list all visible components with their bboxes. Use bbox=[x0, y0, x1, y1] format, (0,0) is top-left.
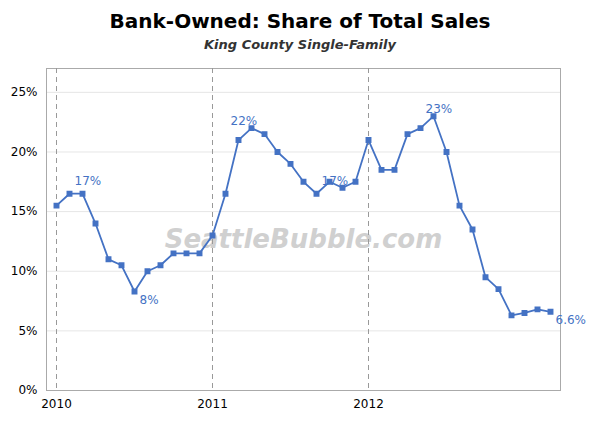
svg-text:2012: 2012 bbox=[353, 397, 384, 411]
svg-text:8%: 8% bbox=[140, 293, 159, 307]
svg-text:25%: 25% bbox=[11, 85, 38, 99]
svg-text:5%: 5% bbox=[18, 324, 37, 338]
svg-text:2010: 2010 bbox=[41, 397, 72, 411]
svg-text:6.6%: 6.6% bbox=[556, 313, 587, 327]
html-text:Bank-Owned: Share of Total Sal: Bank-Owned: Share of Total Sales bbox=[109, 9, 491, 33]
svg-text:SeattleBubble.com: SeattleBubble.com bbox=[165, 224, 443, 254]
svg-text:10%: 10% bbox=[11, 264, 38, 278]
svg-text:15%: 15% bbox=[11, 204, 38, 218]
svg-text:0%: 0% bbox=[18, 383, 37, 397]
svg-text:17%: 17% bbox=[75, 174, 102, 188]
svg-text:2011: 2011 bbox=[197, 397, 228, 411]
svg-text:22%: 22% bbox=[231, 114, 258, 128]
svg-text:23%: 23% bbox=[426, 102, 453, 116]
html-text:King County Single-Family: King County Single-Family bbox=[204, 37, 396, 52]
svg-text:17%: 17% bbox=[322, 174, 349, 188]
svg-text:20%: 20% bbox=[11, 145, 38, 159]
